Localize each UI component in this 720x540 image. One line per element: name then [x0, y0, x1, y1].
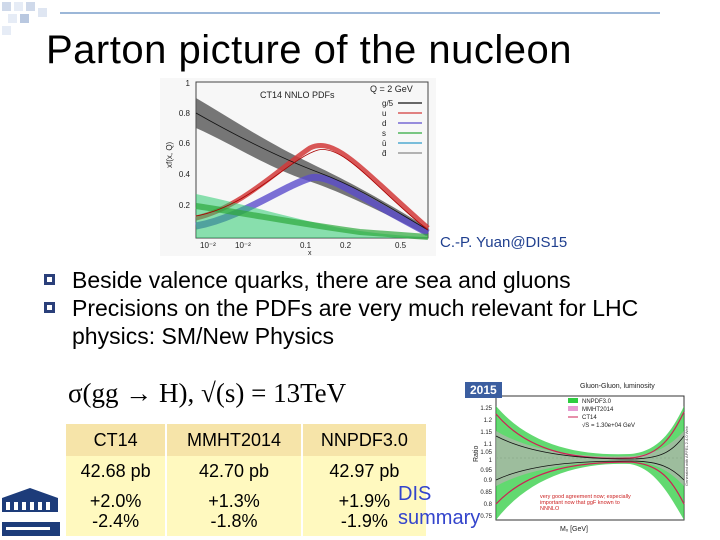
lumi-ytick: 1.1	[484, 442, 493, 448]
table-cell: 42.97 pb	[300, 456, 426, 486]
decorative-squares	[2, 2, 47, 35]
pdf-xtick: 10⁻²	[200, 241, 216, 250]
bullet-list: Beside valence quarks, there are sea and…	[44, 266, 694, 350]
lumi-ytick: 0.9	[484, 478, 493, 484]
pdf-xtick: 0.5	[395, 241, 407, 250]
ct14-line	[495, 411, 685, 459]
bullet-marker-icon	[44, 302, 55, 313]
nnpdf-band	[496, 406, 684, 520]
table-cell: +2.0% -2.4%	[66, 486, 167, 536]
legend-d: d	[382, 119, 386, 128]
pdf-title: CT14 NNLO PDFs	[260, 90, 335, 100]
lumi-title: Gluon-Gluon, luminosity	[580, 383, 655, 390]
lumi-ytick: 1	[489, 458, 493, 464]
pdf-xtick: 0.1	[300, 241, 312, 250]
lumi-ratio-figure: Gluon-Gluon, luminosity NNPDF3.0 MMHT201…	[460, 376, 696, 534]
year-badge: 2015	[465, 382, 502, 398]
lumi-note: very good agreement now; especially impo…	[540, 494, 631, 512]
s-band	[195, 203, 429, 240]
higgs-xs-formula: σ(gg → H), √(s) = 13TeV	[68, 378, 347, 408]
pdf-ytick: 1	[186, 79, 191, 88]
bullet-text: Precisions on the PDFs are very much rel…	[72, 295, 639, 349]
figure-credit: C.-P. Yuan@DIS15	[440, 234, 568, 251]
pdf-ytick: 0.8	[179, 109, 191, 118]
bullet-text: Beside valence quarks, there are sea and…	[72, 267, 571, 293]
lumi-side-note: Generated with APFEL 2.4.0 Web	[684, 425, 689, 486]
table-row: 42.68 pb 42.70 pb 42.97 pb	[66, 456, 426, 486]
mmht-band	[496, 431, 684, 486]
lumi-legend-entry: √S = 1.30e+04 GeV	[582, 422, 635, 429]
bullet-item: Beside valence quarks, there are sea and…	[44, 266, 694, 294]
legend-g: g/5	[382, 99, 394, 108]
lumi-legend: NNPDF3.0 MMHT2014 CT14 √S = 1.30e+04 GeV	[568, 398, 635, 429]
table-cell: +1.9% -1.9%	[300, 486, 426, 536]
title-rule	[60, 12, 660, 14]
summary-link[interactable]: summary	[398, 507, 481, 529]
berkeley-lab-logo-icon	[2, 488, 60, 536]
lumi-ytick: 1.2	[484, 418, 493, 424]
table-cell: 42.68 pb	[66, 456, 167, 486]
pdf-xtick: 0.2	[340, 241, 352, 250]
pdf-ytick: 0.4	[179, 170, 191, 179]
lumi-legend-entry: NNPDF3.0	[582, 399, 612, 405]
lumi-ylabel: Ratio	[473, 446, 480, 462]
legend-ubar: ū	[382, 139, 386, 148]
pdf-ytick: 0.6	[179, 139, 191, 148]
summary-link-group: DIS summary	[398, 482, 480, 530]
lumi-ytick: 1.25	[480, 406, 492, 412]
lumi-xlabel: Mₓ [GeV]	[560, 526, 588, 533]
pdf-legend: g/5 u d s ū d̄	[382, 99, 422, 158]
pdf-xlabel: x	[308, 250, 312, 256]
table-header-cell: MMHT2014	[165, 424, 302, 456]
lumi-ytick: 1.15	[480, 430, 492, 436]
table-cell: 42.70 pb	[165, 456, 302, 486]
bullet-marker-icon	[44, 274, 55, 285]
lumi-ytick: 0.95	[480, 468, 492, 474]
table-header-cell: NNPDF3.0	[300, 424, 426, 456]
pdf-scale: Q = 2 GeV	[370, 84, 413, 94]
slide-title: Parton picture of the nucleon	[46, 28, 572, 72]
legend-dbar: d̄	[382, 149, 386, 158]
lumi-legend-entry: CT14	[582, 415, 597, 421]
pdf-ytick: 0.2	[179, 201, 191, 210]
lumi-ytick: 0.85	[480, 490, 492, 496]
legend-s: s	[382, 129, 386, 138]
table-cell: +1.3% -1.8%	[165, 486, 302, 536]
table-header-row: CT14 MMHT2014 NNPDF3.0	[66, 424, 426, 456]
pdf-xtick: 10⁻²	[235, 241, 251, 250]
table-row: +2.0% -2.4% +1.3% -1.8% +1.9% -1.9%	[66, 486, 426, 536]
bullet-item: Precisions on the PDFs are very much rel…	[44, 294, 694, 350]
pdf-plot-figure: 0.2 0.4 0.6 0.8 1 10⁻² 10⁻² 0.1 0.2 0.5 …	[160, 78, 436, 256]
lumi-legend-entry: MMHT2014	[582, 407, 614, 413]
cross-section-table: CT14 MMHT2014 NNPDF3.0 42.68 pb 42.70 pb…	[66, 424, 426, 536]
legend-u: u	[382, 109, 386, 118]
table-header-cell: CT14	[66, 424, 167, 456]
lumi-ytick: 0.75	[480, 514, 492, 520]
lumi-ytick: 1.05	[480, 450, 492, 456]
lumi-ytick: 0.8	[484, 502, 493, 508]
dis-link[interactable]: DIS	[398, 483, 432, 505]
sea-band	[196, 194, 428, 238]
pdf-ylabel: xf(x, Q)	[165, 141, 174, 168]
